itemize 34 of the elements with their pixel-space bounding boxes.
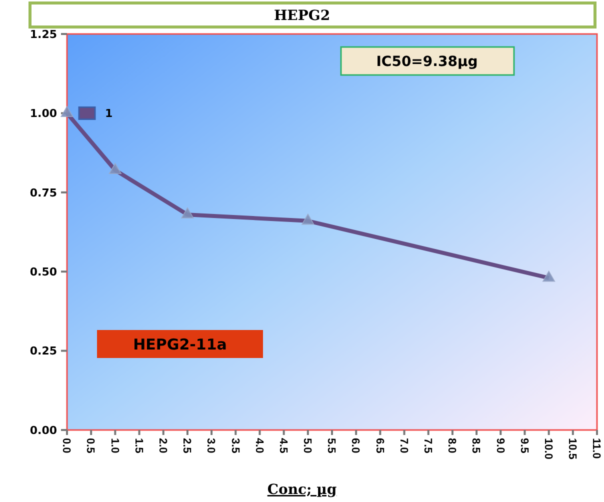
- annotation: HEPG2-11a: [133, 335, 227, 354]
- y-tick-label: 0.75: [30, 186, 57, 200]
- y-tick-label: 0.00: [30, 424, 58, 437]
- x-tick-label: 9.0: [494, 438, 506, 454]
- x-tick-label: 6.5: [373, 438, 386, 454]
- x-tick-label: 0.0: [60, 438, 72, 454]
- x-tick-label: 1.0: [108, 438, 120, 454]
- x-tick-label: 4.5: [276, 438, 289, 454]
- x-tick-label: 4.0: [252, 438, 265, 454]
- x-tick-label: 6.0: [349, 438, 362, 454]
- x-tick-label: 7.5: [422, 438, 434, 454]
- x-tick-label: 1.5: [132, 438, 144, 454]
- y-tick-label: 1.00: [30, 107, 58, 120]
- x-tick-label: 3.0: [204, 438, 217, 454]
- x-axis-title: Conc; µg: [267, 482, 337, 498]
- x-tick-label: 8.0: [446, 438, 458, 454]
- x-tick-label: 0.5: [84, 438, 96, 454]
- x-tick-label: 5.0: [301, 438, 314, 454]
- x-tick-label: 10.5: [566, 438, 578, 460]
- x-tick-label: 2.0: [156, 438, 169, 454]
- x-tick-label: 7.0: [397, 438, 410, 454]
- x-tick-label: 11.0: [590, 438, 602, 459]
- x-tick-label: 2.5: [180, 438, 193, 454]
- y-tick-label: 0.25: [30, 344, 57, 358]
- x-tick-label: 5.5: [325, 438, 338, 454]
- chart-title: HEPG2: [274, 8, 330, 24]
- x-tick-label: 8.5: [470, 438, 482, 454]
- x-tick-label: 10.0: [542, 438, 554, 460]
- y-tick-label: 1.25: [30, 28, 57, 41]
- x-tick-label: 3.5: [228, 438, 241, 454]
- legend-label: 1: [105, 107, 113, 120]
- annotation: IC50=9.38µg: [376, 54, 478, 70]
- y-tick-label: 0.50: [30, 265, 58, 278]
- x-tick-label: 9.5: [518, 438, 530, 454]
